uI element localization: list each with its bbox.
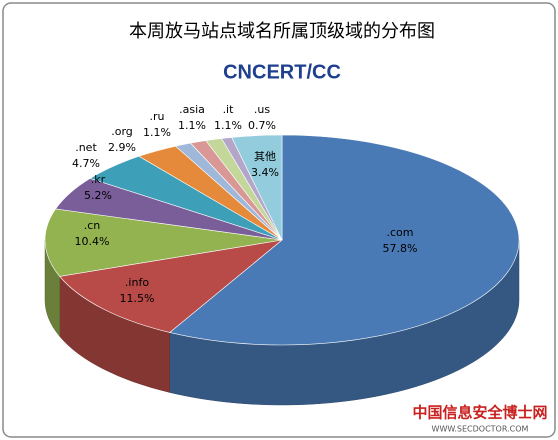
slice-label: 其他: [254, 150, 276, 163]
slice-value-label: 1.1%: [143, 126, 171, 139]
slice-label: .org: [111, 125, 133, 138]
slice: [231, 134, 283, 241]
slice-label: .info: [125, 276, 149, 289]
slice-value-label: 1.1%: [214, 119, 242, 132]
slice-value-label: 11.5%: [120, 292, 155, 305]
slice: [169, 134, 520, 346]
slice-label: .cn: [84, 219, 101, 232]
slice-label: .net: [75, 141, 97, 154]
slice-value-label: 3.4%: [251, 166, 279, 179]
slice-label: .com: [387, 226, 414, 239]
slice-label: .asia: [179, 103, 205, 116]
slice-value-label: 57.8%: [383, 242, 418, 255]
slice-value-label: 1.1%: [178, 119, 206, 132]
slice: [44, 208, 283, 277]
slice-label: .it: [223, 103, 235, 116]
slice-label: .kr: [91, 173, 106, 186]
slice-value-label: 0.7%: [248, 119, 276, 132]
slice-value-label: 10.4%: [75, 235, 110, 248]
pie: [44, 134, 520, 406]
logo: CNCERT/CC: [223, 61, 341, 83]
watermark-url: WWW.SECDOCTOR.COM: [432, 425, 529, 434]
slice-label: .us: [254, 103, 270, 116]
watermark: 中国信息安全博士网: [412, 404, 547, 422]
slice-value-label: 2.9%: [108, 141, 136, 154]
slice-label: .ru: [150, 110, 165, 123]
slice-value-label: 5.2%: [84, 189, 112, 202]
chart-title: 本周放马站点域名所属顶级域的分布图: [129, 21, 435, 42]
slice: [59, 239, 284, 333]
slice-value-label: 4.7%: [72, 157, 100, 170]
